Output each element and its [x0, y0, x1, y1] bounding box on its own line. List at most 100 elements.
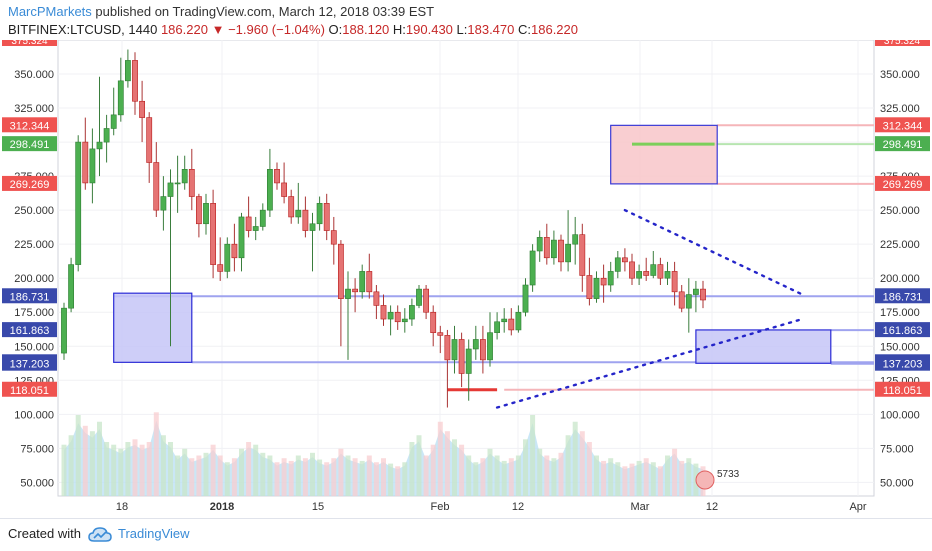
candle[interactable] — [394, 311, 401, 323]
candle[interactable] — [636, 271, 642, 279]
candle[interactable] — [366, 271, 373, 293]
demand-zone-box[interactable] — [113, 292, 193, 363]
candle[interactable] — [416, 288, 422, 306]
candle[interactable] — [536, 237, 543, 252]
candle[interactable] — [323, 203, 330, 231]
candle[interactable] — [181, 169, 188, 184]
candle[interactable] — [479, 339, 486, 361]
candle[interactable] — [309, 223, 316, 231]
triangle-trendline-lower[interactable] — [495, 317, 804, 409]
candle[interactable] — [685, 294, 692, 309]
candle[interactable] — [203, 203, 209, 225]
candle[interactable] — [643, 271, 650, 276]
candle[interactable] — [288, 196, 295, 218]
candle[interactable] — [174, 182, 181, 185]
candle[interactable] — [224, 243, 231, 272]
candle[interactable] — [274, 169, 280, 184]
candle[interactable] — [423, 288, 429, 313]
candle[interactable] — [96, 141, 103, 150]
candle[interactable] — [650, 264, 657, 276]
candle[interactable] — [217, 264, 224, 272]
candle[interactable] — [657, 264, 664, 279]
author-link[interactable]: MarcPMarkets — [8, 4, 92, 19]
candle[interactable] — [75, 141, 82, 265]
candle[interactable] — [103, 128, 110, 143]
candle[interactable] — [359, 271, 366, 293]
candle[interactable] — [266, 169, 273, 211]
candle[interactable] — [238, 216, 245, 259]
candle[interactable] — [68, 264, 74, 309]
demand-zone-box[interactable] — [695, 329, 832, 364]
candle[interactable] — [125, 60, 131, 82]
candle[interactable] — [522, 284, 529, 313]
candle[interactable] — [373, 291, 380, 306]
candle[interactable] — [295, 209, 302, 218]
candle[interactable] — [387, 311, 394, 320]
candle[interactable] — [160, 196, 167, 211]
candle[interactable] — [352, 288, 358, 293]
candle[interactable] — [558, 239, 564, 263]
candle[interactable] — [671, 271, 678, 293]
candle[interactable] — [600, 277, 607, 286]
candle[interactable] — [515, 311, 522, 331]
candle[interactable] — [153, 162, 160, 211]
candle[interactable] — [132, 60, 138, 102]
candle[interactable] — [210, 203, 216, 265]
candle[interactable] — [692, 288, 699, 295]
candle[interactable] — [316, 203, 323, 225]
candle[interactable] — [700, 288, 706, 301]
candle[interactable] — [337, 243, 344, 299]
candle[interactable] — [252, 226, 259, 231]
price-chart[interactable]: 50.000 50.000 75.000 75.000 100.000 100.000 12… — [0, 40, 932, 518]
candle[interactable] — [245, 216, 252, 231]
candle[interactable] — [614, 257, 621, 272]
candle[interactable] — [401, 318, 408, 323]
candle[interactable] — [579, 234, 586, 276]
candle[interactable] — [529, 250, 536, 286]
candle[interactable] — [259, 209, 266, 227]
candle[interactable] — [621, 257, 628, 263]
candle[interactable] — [231, 243, 238, 259]
candle[interactable] — [188, 169, 195, 197]
candle[interactable] — [302, 209, 309, 231]
plot-area[interactable] — [57, 40, 875, 497]
candle[interactable] — [82, 141, 89, 184]
candle[interactable] — [565, 243, 571, 263]
candle[interactable] — [345, 288, 351, 299]
candle[interactable] — [408, 305, 415, 320]
candle[interactable] — [472, 339, 479, 350]
triangle-trendline-upper[interactable] — [623, 208, 804, 296]
candle[interactable] — [281, 182, 287, 197]
candle[interactable] — [543, 237, 550, 259]
candle[interactable] — [430, 311, 437, 333]
candle[interactable] — [494, 321, 500, 333]
candle[interactable] — [451, 339, 458, 361]
candle[interactable] — [458, 339, 465, 374]
candle[interactable] — [607, 271, 614, 286]
tradingview-brand[interactable]: TradingView — [118, 526, 190, 541]
candle[interactable] — [572, 234, 579, 245]
candle[interactable] — [508, 318, 515, 331]
candle[interactable] — [437, 332, 444, 336]
candle[interactable] — [330, 230, 337, 245]
candle[interactable] — [593, 277, 600, 299]
candle[interactable] — [89, 148, 96, 184]
candle[interactable] — [629, 261, 635, 279]
candle[interactable] — [196, 196, 202, 225]
candle[interactable] — [664, 271, 671, 279]
candle[interactable] — [487, 332, 493, 361]
candle[interactable] — [501, 318, 508, 323]
candle[interactable] — [110, 114, 117, 129]
candle[interactable] — [465, 348, 472, 374]
candle[interactable] — [117, 80, 124, 116]
candle[interactable] — [586, 275, 593, 299]
candle[interactable] — [167, 182, 174, 197]
candle[interactable] — [550, 239, 557, 259]
candle[interactable] — [146, 117, 153, 163]
candle[interactable] — [444, 335, 451, 361]
tradingview-cloud-icon[interactable] — [88, 527, 112, 543]
candle[interactable] — [380, 305, 387, 320]
candle[interactable] — [61, 307, 67, 354]
candle[interactable] — [678, 291, 685, 309]
candle[interactable] — [139, 100, 145, 118]
